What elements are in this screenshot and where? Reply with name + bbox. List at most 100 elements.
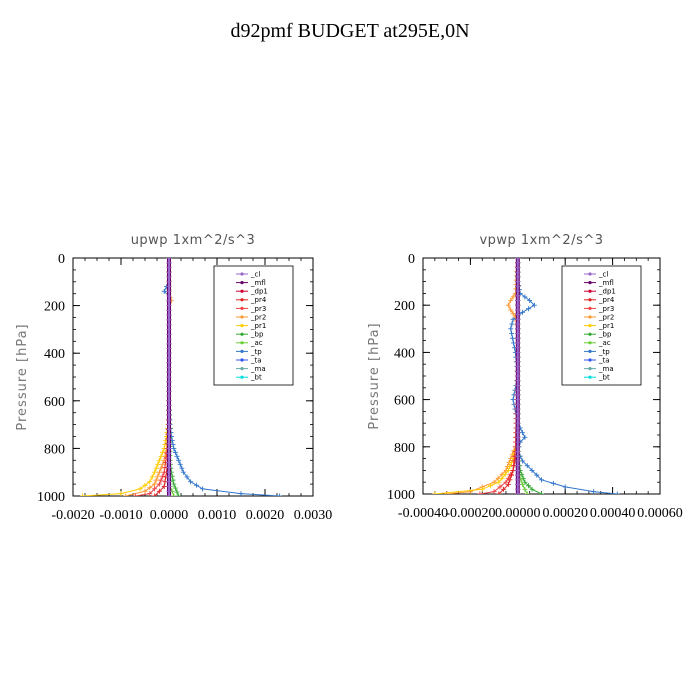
series-point-cl — [166, 488, 172, 494]
series-point-cl — [166, 274, 172, 280]
x-tick-label: -0.0010 — [99, 508, 142, 523]
series-point-cl — [166, 455, 172, 461]
series-point-cl — [515, 387, 521, 393]
series-point-bp — [529, 486, 535, 492]
legend-label: _tp — [598, 348, 610, 356]
series-point-bp — [519, 471, 525, 477]
legend-marker — [588, 341, 592, 345]
series-point-cl — [515, 293, 521, 299]
y-tick-label: 200 — [44, 300, 65, 315]
series-point-cl — [166, 298, 172, 304]
series-point-bp — [170, 477, 176, 483]
series-point-cl — [515, 439, 521, 445]
y-tick-label: 800 — [394, 441, 415, 456]
legend-marker — [240, 375, 244, 379]
series-point-cl — [515, 482, 521, 488]
legend-marker — [588, 358, 592, 362]
figure-title: d92pmf BUDGET at295E,0N — [230, 20, 470, 42]
series-point-cl — [515, 264, 521, 270]
series-point-cl — [166, 355, 172, 361]
series-point-cl — [166, 317, 172, 323]
legend-marker — [588, 375, 592, 379]
series-point-pr1 — [432, 491, 438, 494]
legend-marker — [240, 324, 244, 328]
series-point-cl — [515, 288, 521, 294]
series-point-cl — [166, 326, 172, 332]
series-point-cl — [166, 260, 172, 266]
series-point-pr1 — [153, 465, 159, 471]
series-point-cl — [166, 474, 172, 480]
series-point-pr4 — [508, 472, 514, 478]
legend-marker — [588, 306, 592, 310]
legend: _cl_mfl_dp1_pr4_pr3_pr2_pr1_bp_ac_tp_ta_… — [213, 265, 294, 386]
series-point-tp — [591, 489, 597, 494]
x-tick-label: 0.00000 — [495, 506, 541, 521]
series-point-tp — [276, 493, 282, 496]
series-point-tp — [238, 491, 244, 496]
series-point-pr4 — [510, 467, 516, 473]
series-point-cl — [515, 425, 521, 431]
y-axis-label: Pressure [hPa] — [15, 323, 30, 430]
series-point-tp — [562, 484, 568, 490]
series-point-pr4 — [152, 493, 158, 496]
series-point-cl — [166, 364, 172, 370]
y-tick-label: 1000 — [387, 488, 415, 503]
legend-marker — [240, 358, 244, 362]
series-point-cl — [166, 374, 172, 380]
series-point-tp — [510, 335, 516, 341]
series-point-cl — [515, 354, 521, 360]
y-tick-label: 600 — [394, 394, 415, 409]
legend-box — [561, 265, 642, 386]
y-tick-label: 400 — [394, 346, 415, 361]
series-point-pr3 — [160, 473, 166, 479]
series-point-pr3 — [132, 493, 138, 496]
series-point-cl — [166, 412, 172, 418]
series-point-pr4 — [496, 491, 502, 494]
series-point-cl — [515, 364, 521, 370]
series-point-pr1 — [508, 460, 514, 466]
series-point-pr1 — [137, 486, 143, 492]
x-tick-label: 0.0020 — [246, 508, 285, 523]
series-point-pr2 — [508, 307, 514, 313]
series-point-cl — [166, 265, 172, 271]
series-point-bp — [176, 493, 182, 496]
series-point-pr1 — [80, 493, 86, 496]
series-point-tp — [614, 491, 620, 494]
series-point-cl — [515, 467, 521, 473]
series-point-ac — [522, 486, 528, 492]
series-point-cl — [166, 350, 172, 356]
series-point-pr2 — [160, 461, 166, 467]
series-point-ac — [171, 493, 177, 496]
series-point-pr2 — [142, 488, 148, 494]
series-point-tp — [176, 457, 182, 463]
series-point-pr2 — [152, 481, 158, 487]
legend-label: _bt — [598, 374, 610, 382]
series-point-ac — [524, 491, 530, 494]
series-point-cl — [166, 398, 172, 404]
series-point-pr3 — [477, 491, 483, 494]
series-point-cl — [166, 431, 172, 437]
series-point-cl — [515, 415, 521, 421]
series-point-pr2 — [123, 493, 129, 496]
series-point-cl — [515, 312, 521, 318]
series-point-cl — [166, 436, 172, 442]
series-point-pr3 — [156, 481, 162, 487]
x-tick-label: 0.0000 — [150, 508, 189, 523]
series-point-cl — [515, 378, 521, 384]
series-point-ac — [520, 482, 526, 488]
legend-label: _pr3 — [250, 305, 266, 313]
chart-upwp: upwp 1xm^2/s^3 Pressure [hPa] -0.0020 -0.00… — [15, 233, 332, 523]
series-point-cl — [166, 403, 172, 409]
legend-marker — [240, 315, 244, 319]
legend-label: _bp — [598, 331, 612, 339]
series-point-tp — [531, 302, 537, 308]
series-point-pr1 — [505, 467, 511, 473]
series-point-pr1 — [479, 486, 485, 492]
series-point-tp — [177, 461, 183, 467]
series-point-pr1 — [155, 461, 161, 467]
series-point-cl — [515, 340, 521, 346]
series-point-pr4 — [507, 477, 513, 483]
legend-label: _pr2 — [598, 313, 614, 321]
x-tick-label: 0.00040 — [590, 506, 636, 521]
series-point-cl — [515, 463, 521, 469]
